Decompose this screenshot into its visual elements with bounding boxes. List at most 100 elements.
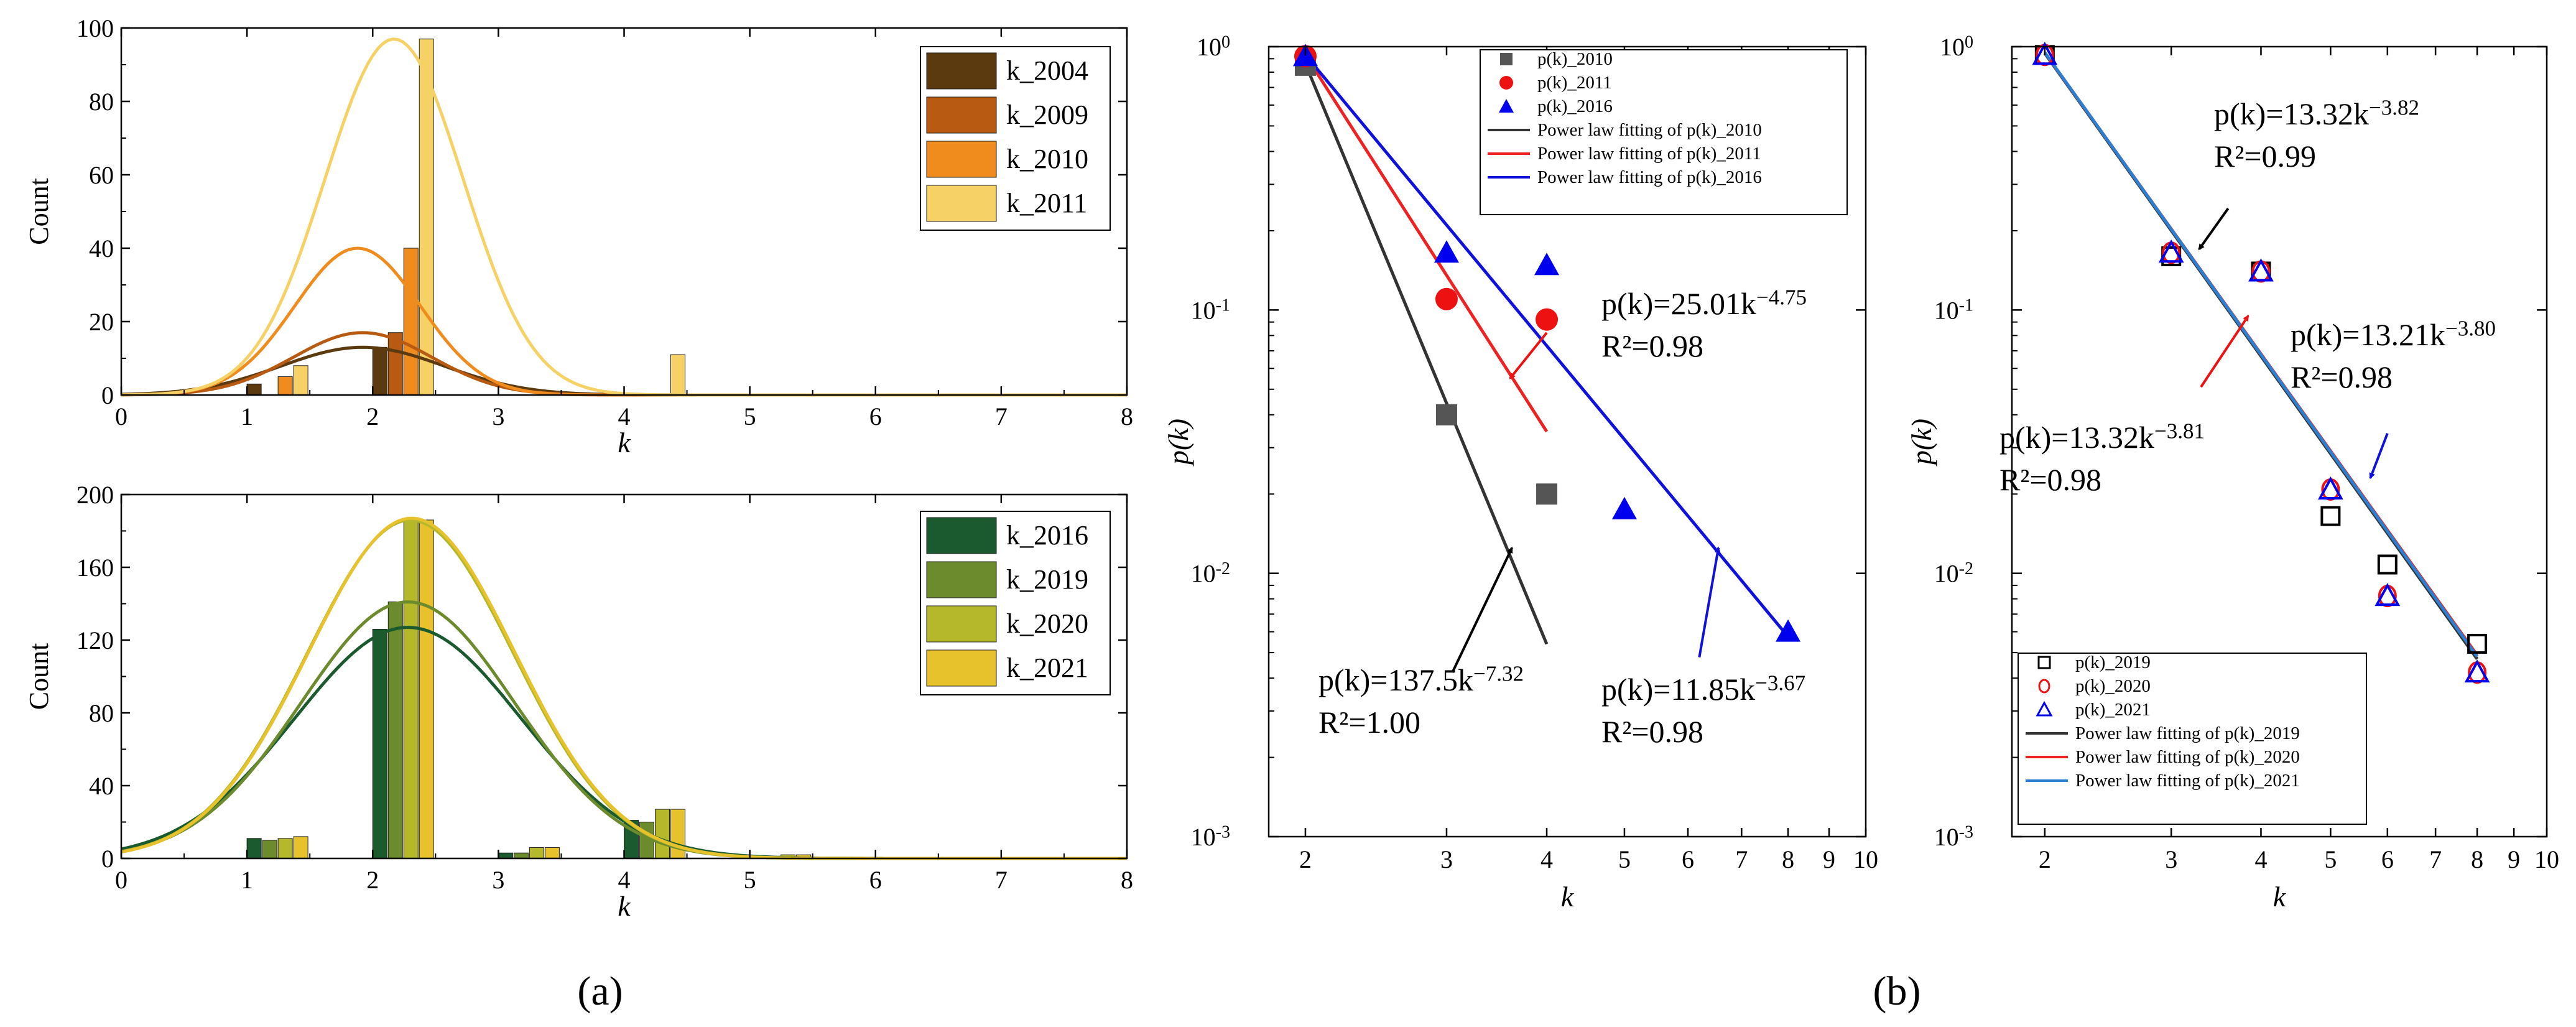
data-point — [2158, 239, 2184, 263]
panel-b-left: 2 3 4 5 6 7 8 9 10 100 10-1 10-2 10-3 k p(k) p(k)_2010p… — [1162, 32, 1878, 913]
data-point — [2464, 659, 2490, 683]
legend-marker — [2036, 700, 2053, 717]
fit-line — [2043, 52, 2479, 658]
x-tick-label: 9 — [1823, 845, 1835, 873]
legend-label: k_2009 — [1006, 100, 1088, 130]
data-point — [1776, 619, 1801, 642]
annotation-equation: p(k)=137.5k−7.32 — [1318, 661, 1524, 697]
y-tick-label: 0 — [101, 845, 114, 873]
legend-label: k_2016 — [1006, 520, 1088, 551]
annotation: p(k)=11.85k−3.67 R²=0.98 — [1601, 546, 1805, 749]
x-tick-label: 5 — [2324, 845, 2337, 873]
data-point — [2377, 554, 2398, 575]
x-tick-label: 2 — [366, 866, 379, 894]
data-point — [1434, 240, 1459, 263]
data-point — [2374, 582, 2401, 606]
data-point — [1435, 404, 1457, 425]
legend: p(k)_2010 p(k)_2011 p(k)_2016 Power law fit… — [1480, 49, 1848, 215]
legend-label: k_2010 — [1006, 144, 1088, 174]
annotation-r2: R²=0.98 — [1999, 462, 2101, 497]
x-tick-label: 5 — [744, 866, 756, 894]
y-tick-label: 100 — [1197, 32, 1230, 61]
x-axis-label: k — [618, 890, 631, 922]
bar — [655, 809, 670, 859]
bar — [293, 836, 308, 859]
x-tick-label: 8 — [1782, 845, 1794, 873]
x-tick-label: 6 — [2381, 845, 2394, 873]
fit-curve — [121, 331, 1127, 397]
bar — [262, 840, 277, 859]
bar — [498, 852, 513, 859]
y-axis-label: Count — [24, 643, 54, 710]
legend-marker — [2037, 656, 2051, 669]
legend-label: Power law fitting of p(k)_2021 — [2075, 771, 2300, 791]
x-tick-label: 10 — [2534, 845, 2559, 873]
x-tick-label: 3 — [2165, 845, 2177, 873]
annotation-r2: R²=0.98 — [1601, 328, 1703, 363]
annotation: p(k)=13.32k−3.82 R²=0.99 — [2198, 95, 2419, 251]
panel-label-b: (b) — [1873, 969, 1921, 1014]
fit-line — [1304, 53, 1790, 638]
legend-frame — [1480, 49, 1848, 215]
x-tick-label: 5 — [744, 402, 756, 430]
x-tick-label: 2 — [366, 402, 379, 430]
annotation-arrow — [1698, 546, 1721, 658]
bar — [544, 847, 560, 859]
y-tick-label: 80 — [89, 699, 114, 727]
annotation-equation: p(k)=13.32k−3.82 — [2214, 95, 2419, 131]
y-tick-label: 200 — [76, 481, 114, 509]
bar — [277, 838, 293, 859]
x-tick-label: 8 — [2471, 845, 2483, 873]
legend-label: k_2021 — [1006, 653, 1088, 683]
bar — [372, 346, 387, 396]
bar — [246, 838, 262, 859]
x-tick-label: 2 — [2039, 845, 2051, 873]
annotation-equation: p(k)=13.21k−3.80 — [2291, 316, 2496, 352]
y-tick-label: 160 — [76, 554, 114, 582]
y-tick-label: 60 — [89, 161, 114, 189]
y-tick-label: 10-1 — [1191, 296, 1230, 325]
bar — [513, 852, 529, 859]
x-tick-label: 4 — [618, 866, 631, 894]
x-tick-label: 7 — [2429, 845, 2442, 873]
legend-marker — [1499, 99, 1514, 113]
y-tick-label: 0 — [101, 381, 114, 409]
legend-marker — [1499, 76, 1513, 90]
x-tick-label: 8 — [1121, 402, 1133, 430]
y-tick-label: 10-2 — [1934, 559, 1973, 588]
x-tick-label: 9 — [2508, 845, 2520, 873]
legend-swatch — [926, 185, 997, 222]
x-tick-label: 0 — [115, 866, 127, 894]
x-tick-label: 7 — [1735, 845, 1748, 873]
legend-label: Power law fitting of p(k)_2019 — [2075, 723, 2300, 743]
annotation-equation: p(k)=11.85k−3.67 — [1601, 671, 1805, 707]
legend-label: Power law fitting of p(k)_2016 — [1537, 167, 1762, 187]
x-tick-label: 8 — [1121, 866, 1133, 894]
data-point — [1536, 483, 1558, 505]
legend-label: k_2011 — [1006, 188, 1087, 218]
x-tick-label: 3 — [492, 402, 504, 430]
data-point — [1534, 253, 1560, 276]
annotation-r2: R²=0.98 — [1601, 714, 1703, 749]
y-tick-label: 20 — [89, 308, 114, 336]
legend-label: k_2019 — [1006, 564, 1088, 595]
x-tick-label: 7 — [995, 402, 1008, 430]
x-tick-label: 3 — [1440, 845, 1453, 873]
bar — [293, 365, 308, 396]
bar — [403, 519, 419, 859]
y-tick-label: 120 — [76, 626, 114, 654]
legend-label: Power law fitting of p(k)_2010 — [1537, 120, 1762, 140]
legend-swatch — [926, 649, 997, 687]
data-point — [2032, 42, 2058, 65]
legend: k_2004 k_2009 k_2010 k_2011 — [920, 46, 1111, 231]
legend-label: p(k)_2016 — [1537, 96, 1613, 116]
legend-label: p(k)_2010 — [1537, 49, 1613, 69]
x-axis-label: k — [618, 427, 631, 458]
fit-line — [1304, 63, 1549, 645]
annotation: p(k)=13.32k−3.81 R²=0.98 — [1999, 315, 2249, 497]
y-axis-label: p(k) — [1906, 419, 1937, 467]
legend-label: p(k)_2021 — [2075, 700, 2151, 720]
legend: p(k)_2019 p(k)_2020 p(k)_2021 Power law fit… — [2018, 653, 2367, 825]
data-point — [2318, 476, 2343, 500]
annotation-arrow — [2369, 432, 2389, 480]
